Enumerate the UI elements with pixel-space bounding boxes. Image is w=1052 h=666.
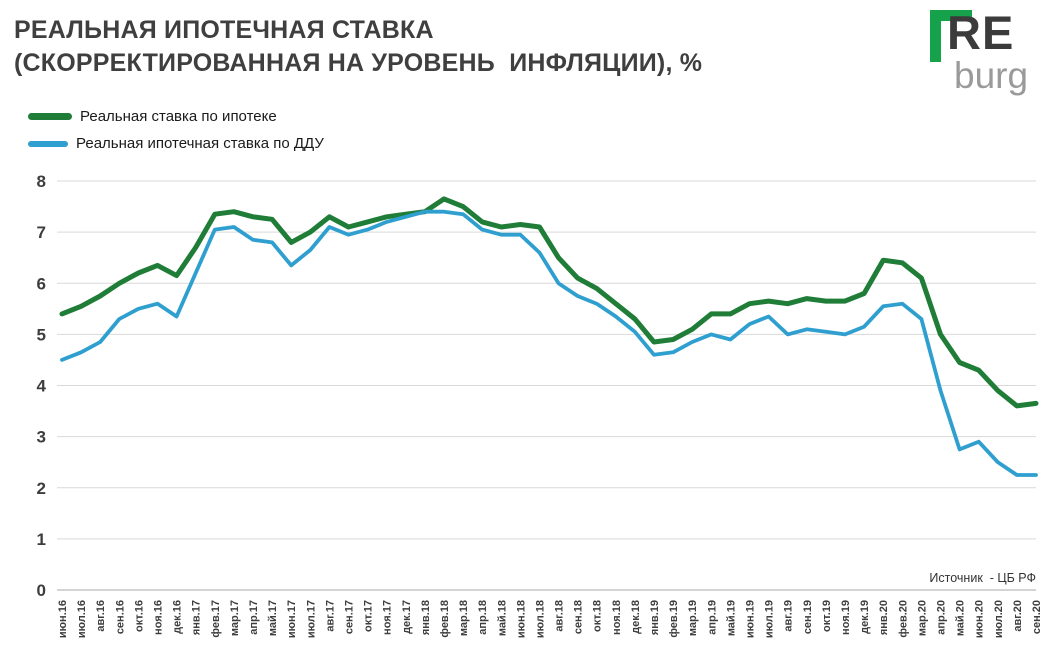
x-tick-label: авг.17: [324, 600, 336, 632]
legend: Реальная ставка по ипотеке Реальная ипот…: [28, 103, 324, 157]
y-tick-label: 6: [37, 274, 46, 293]
x-tick-label: апр.20: [936, 600, 948, 635]
x-tick-label: мар.17: [229, 600, 241, 636]
x-tick-label: апр.19: [706, 600, 718, 635]
reburg-logo: RE burg: [930, 8, 1040, 100]
x-tick-label: июл.17: [305, 600, 317, 638]
x-tick-label: июл.18: [534, 600, 546, 638]
legend-item-mortgage: Реальная ставка по ипотеке: [28, 103, 324, 130]
y-tick-label: 1: [37, 530, 46, 549]
x-tick-label: июн.20: [974, 600, 986, 638]
x-tick-label: июн.17: [286, 600, 298, 638]
x-tick-label: авг.16: [95, 600, 107, 632]
x-tick-label: авг.20: [1012, 600, 1024, 632]
x-tick-label: дек.16: [172, 600, 184, 634]
x-tick-label: мар.20: [916, 600, 928, 636]
x-tick-label: фев.17: [210, 600, 222, 638]
x-tick-label: ноя.17: [382, 600, 394, 635]
line-chart: 0 1 2 3 4 5 6 7 8 июн.16 июл.16 авг.16 сен.16 окт.16 н…: [37, 172, 1043, 638]
x-tick-label: мар.18: [458, 600, 470, 636]
x-tick-label: июн.16: [57, 600, 69, 638]
x-tick-label: сен.18: [573, 600, 585, 634]
x-tick-label: июл.20: [993, 600, 1005, 638]
x-tick-label: дек.18: [630, 600, 642, 634]
x-tick-label: май.18: [496, 600, 508, 636]
x-tick-label: июл.19: [764, 600, 776, 638]
x-tick-label: мар.19: [687, 600, 699, 636]
x-tick-label: авг.19: [783, 600, 795, 632]
x-tick-label: сен.17: [343, 600, 355, 634]
x-tick-label: окт.17: [363, 600, 375, 632]
x-tick-label: сен.20: [1031, 600, 1043, 634]
y-tick-label: 3: [37, 428, 46, 447]
logo-bracket-icon: [930, 10, 972, 62]
x-tick-label: дек.17: [401, 600, 413, 634]
x-tick-label: июн.18: [515, 600, 527, 638]
legend-label-mortgage: Реальная ставка по ипотеке: [80, 108, 277, 125]
chart-title-block: РЕАЛЬНАЯ ИПОТЕЧНАЯ СТАВКА (СКОРРЕКТИРОВА…: [14, 14, 702, 80]
x-tick-label: апр.18: [477, 600, 489, 635]
x-tick-label: авг.18: [554, 600, 566, 632]
x-tick-label: июн.19: [745, 600, 757, 638]
x-tick-label: фев.19: [668, 600, 680, 638]
ddu-line-swatch: [28, 140, 68, 147]
ddu-line-series: [60, 209, 1038, 477]
chart-subtitle: (СКОРРЕКТИРОВАННАЯ НА УРОВЕНЬ ИНФЛЯЦИИ),…: [14, 49, 703, 77]
x-tick-label: дек.19: [859, 600, 871, 634]
x-tick-label: янв.18: [420, 600, 432, 635]
legend-label-ddu: Реальная ипотечная ставка по ДДУ: [76, 135, 324, 152]
y-tick-label: 5: [37, 325, 46, 344]
x-tick-label: янв.17: [191, 600, 203, 635]
x-tick-label: янв.20: [878, 600, 890, 635]
x-tick-label: май.17: [267, 600, 279, 636]
y-tick-label: 7: [37, 223, 46, 242]
x-tick-label: окт.19: [821, 600, 833, 632]
y-tick-label: 2: [37, 479, 46, 498]
mortgage-line-series: [59, 196, 1039, 409]
logo-text-re: RE: [947, 6, 1015, 59]
chart-title: РЕАЛЬНАЯ ИПОТЕЧНАЯ СТАВКА: [14, 16, 434, 44]
legend-item-ddu: Реальная ипотечная ставка по ДДУ: [28, 130, 324, 157]
y-tick-label: 8: [37, 172, 46, 191]
x-tick-label: май.19: [725, 600, 737, 636]
x-tick-label: сен.19: [802, 600, 814, 634]
source-note: Источник - ЦБ РФ: [929, 571, 1036, 585]
x-tick-label: сен.16: [114, 600, 126, 634]
x-tick-label: ноя.16: [152, 600, 164, 635]
x-tick-label: апр.17: [248, 600, 260, 635]
y-tick-label: 4: [37, 377, 47, 396]
mortgage-line-swatch: [28, 113, 72, 120]
logo-text-burg: burg: [954, 55, 1029, 96]
x-tick-label: ноя.19: [840, 600, 852, 635]
x-tick-label: окт.16: [133, 600, 145, 632]
x-tick-label: янв.19: [649, 600, 661, 635]
x-tick-label: окт.18: [592, 600, 604, 632]
x-tick-label: фев.18: [439, 600, 451, 638]
x-tick-label: июл.16: [76, 600, 88, 638]
x-tick-label: фев.20: [897, 600, 909, 638]
x-tick-label: ноя.18: [611, 600, 623, 635]
y-tick-label: 0: [37, 581, 46, 600]
x-tick-label: май.20: [955, 600, 967, 636]
